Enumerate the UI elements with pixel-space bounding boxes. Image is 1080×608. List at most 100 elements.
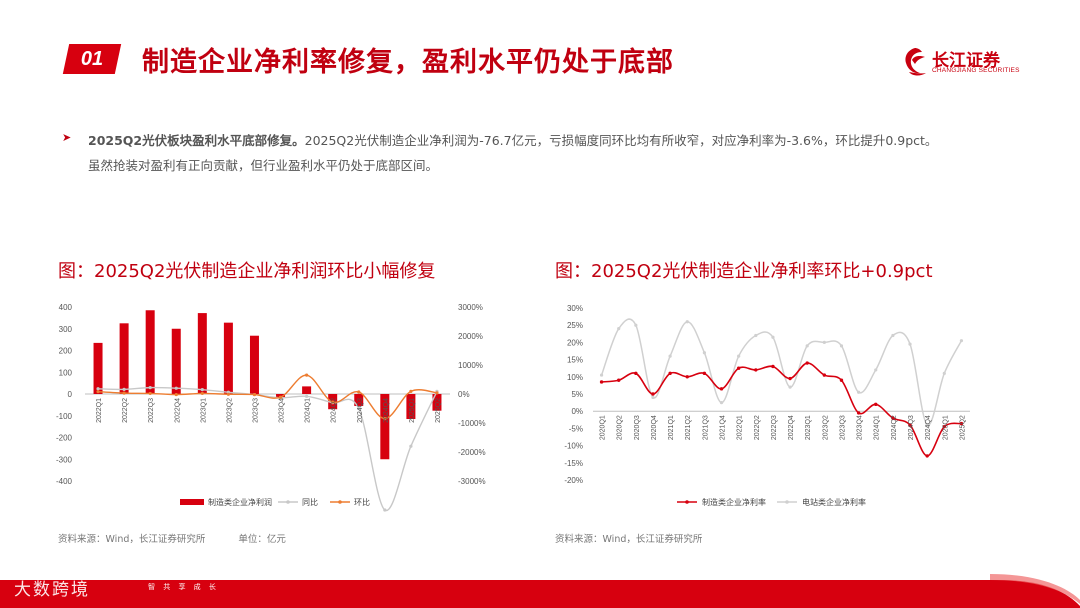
bar-net-profit — [249, 335, 259, 394]
point-manufacturing-margin — [822, 373, 827, 377]
point-manufacturing-margin — [685, 375, 689, 379]
point-station-margin — [668, 354, 672, 358]
point-station-margin — [959, 339, 964, 343]
left-y-tick-label: 0 — [68, 390, 73, 399]
y-tick-label: 5% — [571, 390, 583, 399]
x-tick-label: 2023Q4 — [857, 415, 864, 440]
point-station-margin — [651, 395, 655, 400]
y-tick-label: -5% — [569, 424, 583, 433]
point-manufacturing-margin — [874, 402, 878, 407]
y-tick-label: 25% — [567, 321, 583, 330]
x-tick-label: 2021Q2 — [685, 415, 692, 440]
point-station-margin — [685, 320, 689, 324]
legend-label-manufacturing: 制造类企业净利率 — [702, 497, 766, 507]
point-station-margin — [925, 423, 929, 427]
x-tick-label: 2024Q3 — [908, 415, 915, 440]
point-yoy — [200, 388, 204, 392]
right-chart-source: 资料来源：Wind，长江证券研究所 — [555, 534, 703, 545]
x-tick-label: 2022Q1 — [96, 398, 103, 423]
left-source-text: 资料来源：Wind，长江证券研究所 — [58, 534, 206, 545]
bullet-arrow-icon: ➤ — [62, 131, 72, 144]
x-tick-label: 2021Q4 — [720, 415, 727, 440]
point-qoq — [409, 389, 413, 393]
x-tick-label: 2023Q1 — [805, 415, 812, 440]
bar-net-profit — [354, 394, 364, 406]
y-tick-label: 10% — [567, 373, 583, 382]
net-profit-chart: -400 -300 -200 -100 0 100 200 300 400 -3000% -2000… — [56, 303, 486, 512]
x-tick-label: 2022Q2 — [122, 398, 129, 423]
bar-net-profit — [197, 313, 207, 394]
point-manufacturing-margin — [599, 380, 604, 384]
point-station-margin — [754, 333, 758, 338]
point-qoq — [383, 417, 387, 421]
point-manufacturing-margin — [736, 366, 741, 370]
point-qoq — [226, 392, 230, 396]
point-qoq — [96, 390, 100, 394]
point-station-margin — [874, 368, 878, 372]
summary-text: 2025Q2光伏制造企业净利润为-76.7亿元，亏损幅度同环比均有所收窄，对应净… — [88, 133, 938, 173]
point-manufacturing-margin — [839, 378, 844, 382]
point-station-margin — [839, 344, 844, 348]
point-manufacturing-margin — [617, 378, 621, 382]
legend-label-yoy: 同比 — [302, 497, 318, 507]
point-qoq — [200, 391, 204, 396]
point-station-margin — [942, 371, 946, 375]
x-tick-label: 2025Q2 — [959, 415, 966, 440]
summary-bold: 2025Q2光伏板块盈利水平底部修复。 — [88, 133, 305, 148]
point-station-margin — [702, 351, 706, 355]
right-y-tick-label: -3000% — [458, 477, 486, 486]
y-tick-label: 0% — [571, 407, 583, 416]
point-manufacturing-margin — [702, 371, 707, 376]
left-y-tick-label: -300 — [56, 455, 73, 464]
left-chart-source: 资料来源：Wind，长江证券研究所 单位：亿元 — [58, 531, 286, 545]
bar-net-profit — [380, 394, 390, 460]
x-tick-label: 2025Q1 — [409, 398, 416, 423]
x-tick-label: 2024Q1 — [305, 398, 312, 423]
point-manufacturing-margin — [891, 416, 895, 420]
left-y-tick-label: -200 — [56, 434, 73, 443]
logo-text-en: CHANGJIANG SECURITIES — [932, 67, 1020, 74]
point-manufacturing-margin — [959, 421, 964, 426]
left-y-tick-label: 100 — [59, 368, 73, 377]
x-tick-label: 2024Q1 — [874, 415, 881, 440]
bar-net-profit — [406, 394, 416, 420]
section-number: 01 — [80, 48, 104, 70]
x-tick-label: 2025Q2 — [435, 398, 442, 423]
y-tick-label: -10% — [564, 442, 583, 451]
right-y-tick-label: 3000% — [458, 303, 483, 312]
left-chart-title: 图：2025Q2光伏制造企业净利润环比小幅修复 — [58, 261, 436, 282]
x-tick-label: 2020Q1 — [600, 415, 607, 440]
legend-marker-qoq — [338, 500, 342, 504]
bar-net-profit — [93, 342, 103, 394]
x-tick-label: 2024Q2 — [891, 415, 898, 440]
point-qoq — [278, 395, 283, 399]
x-tick-label: 2024Q4 — [383, 398, 390, 423]
y-tick-label: 20% — [567, 338, 583, 347]
x-tick-label: 2024Q4 — [925, 415, 932, 440]
legend-label-station: 电站类企业净利率 — [802, 497, 866, 507]
point-manufacturing-margin — [668, 371, 672, 376]
point-qoq — [305, 373, 309, 377]
x-tick-label: 2023Q3 — [252, 398, 259, 423]
footer-watermark: 大数跨境 — [14, 580, 90, 600]
point-manufacturing-margin — [754, 368, 758, 372]
point-manufacturing-margin — [788, 376, 792, 381]
point-station-margin — [822, 340, 826, 344]
legend-swatch-net-profit — [180, 499, 204, 505]
x-tick-label: 2023Q4 — [279, 398, 286, 423]
point-qoq — [252, 392, 257, 397]
point-manufacturing-margin — [651, 392, 655, 396]
point-manufacturing-margin — [719, 387, 724, 391]
left-y-tick-label: 200 — [59, 347, 73, 356]
x-tick-label: 2022Q3 — [148, 398, 155, 423]
legend-marker-yoy — [286, 500, 290, 504]
point-qoq — [148, 391, 152, 396]
point-manufacturing-margin — [942, 424, 946, 429]
summary-paragraph: 2025Q2光伏板块盈利水平底部修复。2025Q2光伏制造企业净利润为-76.7… — [88, 128, 948, 178]
point-yoy — [357, 406, 361, 411]
x-tick-label: 2023Q2 — [822, 415, 829, 440]
point-qoq — [331, 400, 335, 404]
legend-label-net-profit: 制造类企业净利润 — [208, 497, 272, 507]
logo-text-cn: 长江证券 — [932, 51, 1000, 71]
point-qoq — [174, 392, 178, 397]
